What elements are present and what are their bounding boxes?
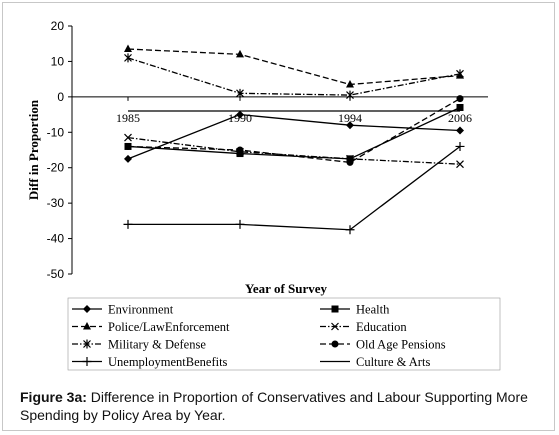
series-4 [124,53,464,100]
series-6 [123,141,465,235]
legend-item: Police/LawEnforcement [72,320,230,334]
data-point [124,133,132,142]
legend-label: Health [356,303,390,317]
legend-label: Old Age Pensions [356,338,446,352]
y-tick-label: 10 [51,54,65,68]
series-layer [123,44,465,235]
data-point [331,340,339,348]
x-tick-label: 1994 [338,111,362,125]
data-point [331,322,339,331]
data-point [456,69,464,79]
figure-frame [2,2,555,431]
legend-item: Health [320,303,390,317]
series-0 [124,110,464,163]
series-1 [124,103,464,163]
axes: 20 10 0 -10 -20 -30 -40 -50 [47,19,488,281]
data-point [83,339,91,349]
legend-label: Military & Defense [108,338,206,352]
data-point [236,49,244,58]
legend-label: Culture & Arts [356,355,430,369]
legend-item: Education [320,320,407,334]
legend-item: Environment [72,303,174,317]
legend-label: Environment [108,303,174,317]
data-point [456,95,464,103]
data-point [83,322,91,330]
x-tick-labels: 1985 1990 1994 2006 [116,111,472,125]
caption-label: Figure 3a: [20,389,87,405]
y-axis-label: Diff in Proportion [26,99,41,200]
series-5 [124,95,464,166]
y-tick-label: -20 [47,161,65,175]
series-2 [124,44,464,88]
data-point [331,305,339,313]
legend: Environment Health Police/LawEnforcement Ed… [67,297,501,371]
data-point [124,154,132,163]
series-line [127,48,461,86]
legend-label: UnemploymentBenefits [108,355,228,369]
y-tick-label: -30 [47,196,65,210]
data-point [236,150,244,158]
data-point [455,141,465,151]
data-point [456,160,464,169]
data-point [456,103,464,111]
series-line [127,98,461,164]
data-point [456,126,464,135]
data-point [346,90,354,100]
y-tick-label: 0 [57,90,64,104]
x-tick-label: 1990 [228,111,252,125]
y-tick-label: -40 [47,232,65,246]
series-line [128,145,461,231]
data-point [82,357,92,366]
x-tick-label: 1985 [116,111,140,125]
data-point [124,142,132,150]
data-point [236,110,244,119]
data-point [124,44,132,53]
data-point [124,53,132,63]
series-3 [124,133,464,169]
data-point [83,305,91,313]
data-point [123,219,133,229]
caption-text: Difference in Proportion of Conservative… [20,389,528,423]
x-axis-label: Year of Survey [245,281,328,296]
legend-item: UnemploymentBenefits [72,355,228,369]
series-line [127,106,461,160]
legend-item: Culture & Arts [320,355,430,369]
figure-caption: Figure 3a: Difference in Proportion of C… [20,388,550,424]
data-point [346,158,354,166]
data-point [346,79,354,88]
legend-item: Old Age Pensions [320,338,446,352]
data-point [345,225,355,235]
legend-label: Education [356,320,407,334]
legend-label: Police/LawEnforcement [108,320,230,334]
legend-box [67,297,501,371]
legend-item: Military & Defense [72,338,206,352]
y-tick-label: -10 [47,125,65,139]
series-line [127,57,461,96]
data-point [346,121,354,130]
y-tick-label: 20 [51,19,65,33]
data-point [235,219,245,229]
data-point [236,88,244,98]
series-line [127,136,461,165]
x-tick-label: 2006 [448,111,472,125]
y-tick-label: -50 [47,267,65,281]
series-line [127,113,461,160]
data-point [236,146,244,154]
